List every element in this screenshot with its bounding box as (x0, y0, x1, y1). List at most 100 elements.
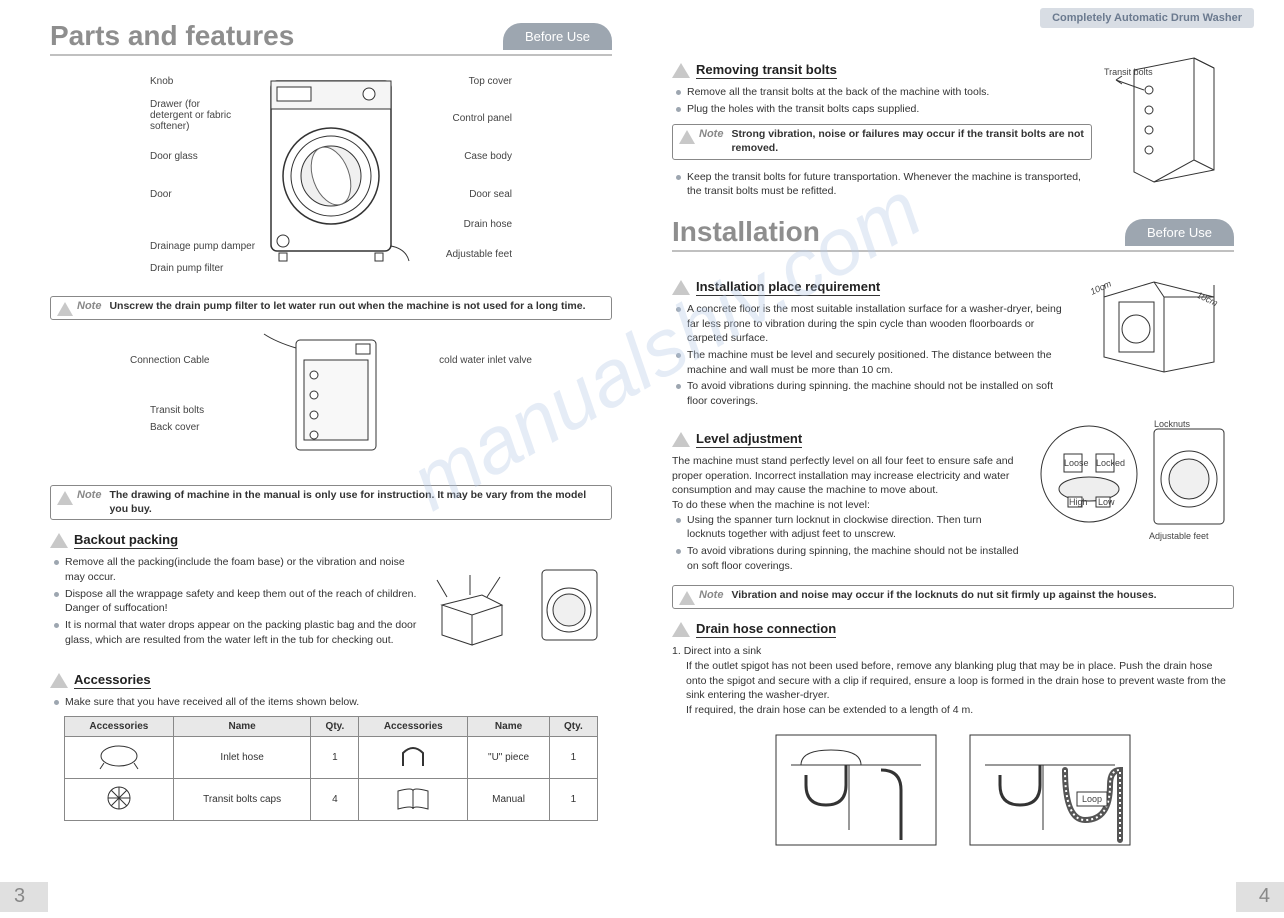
level-item: To avoid vibrations during spinning, the… (687, 544, 1022, 573)
td: Manual (468, 778, 550, 820)
accessories-heading: Accessories (50, 672, 612, 689)
backout-list: Remove all the packing(include the foam … (54, 555, 420, 647)
td: 1 (311, 736, 359, 778)
label-drainage-damper: Drainage pump damper (150, 241, 255, 252)
transit-bolts-label: Transit bolts (1104, 67, 1153, 77)
td: 4 (311, 778, 359, 820)
washer-back-diagram: Connection Cable Transit bolts Back cove… (50, 330, 612, 475)
backout-item: It is normal that water drops appear on … (65, 618, 420, 647)
header-tab: Completely Automatic Drum Washer (1040, 8, 1254, 28)
removing-heading: Removing transit bolts (672, 62, 1092, 79)
note-drawing-vary: Note The drawing of machine in the manua… (50, 485, 612, 520)
backout-item: Remove all the packing(include the foam … (65, 555, 420, 584)
page-number-left: 3 (14, 885, 25, 908)
label-knob: Knob (150, 76, 173, 87)
level-title: Level adjustment (696, 431, 802, 448)
place-item: To avoid vibrations during spinning. the… (687, 379, 1072, 408)
accessories-intro: Make sure that you have received all of … (65, 695, 359, 710)
removing-item: Remove all the transit bolts at the back… (687, 85, 989, 100)
label-back-cover: Back cover (150, 422, 199, 433)
drain-title: Drain hose connection (696, 621, 836, 638)
th: Accessories (65, 716, 174, 736)
removing-item: Keep the transit bolts for future transp… (687, 170, 1092, 199)
label-top-cover: Top cover (469, 76, 512, 87)
td: 1 (549, 778, 597, 820)
before-use-badge: Before Use (1125, 219, 1234, 246)
label-control-panel: Control panel (453, 113, 512, 124)
note-drain-filter: Note Unscrew the drain pump filter to le… (50, 296, 612, 320)
warning-icon (672, 280, 690, 295)
parts-features-title: Parts and features (50, 20, 294, 52)
left-page: Parts and features Before Use Knob Drawe… (0, 0, 642, 918)
warning-icon (679, 591, 695, 605)
place-heading: Installation place requirement (672, 279, 1072, 296)
td: 1 (549, 736, 597, 778)
acc-img-caps (65, 778, 174, 820)
acc-img-u-piece (359, 736, 468, 778)
svg-text:Locked: Locked (1096, 458, 1125, 468)
warning-icon (672, 622, 690, 637)
drain-text: If the outlet spigot has not been used b… (686, 659, 1234, 718)
warning-icon (57, 302, 73, 316)
removing-item: Plug the holes with the transit bolts ca… (687, 102, 919, 117)
backout-item: Dispose all the wrappage safety and keep… (65, 587, 420, 616)
drain-heading: Drain hose connection (672, 621, 1234, 638)
svg-text:High: High (1069, 497, 1088, 507)
manual-spread: Parts and features Before Use Knob Drawe… (0, 0, 1284, 918)
transit-bolts-diagram: Transit bolts (1104, 50, 1234, 201)
label-drain-filter: Drain pump filter (150, 263, 223, 274)
note-locknuts: Note Vibration and noise may occur if th… (672, 585, 1234, 609)
installation-title: Installation (672, 216, 820, 248)
level-item: Using the spanner turn locknut in clockw… (687, 513, 1022, 542)
label-drawer: Drawer (for detergent or fabric softener… (150, 99, 240, 132)
th: Qty. (311, 716, 359, 736)
label-door-glass: Door glass (150, 151, 198, 162)
th: Name (173, 716, 311, 736)
svg-text:Loop: Loop (1082, 794, 1102, 804)
acc-img-manual (359, 778, 468, 820)
warning-icon (672, 432, 690, 447)
note-text: Vibration and noise may occur if the loc… (731, 589, 1156, 603)
drain-num: 1. (672, 645, 681, 657)
acc-img-inlet-hose (65, 736, 174, 778)
place-list: A concrete floor is the most suitable in… (676, 302, 1072, 409)
note-text: The drawing of machine in the manual is … (109, 489, 605, 516)
level-intro: The machine must stand perfectly level o… (672, 454, 1022, 513)
removing-title: Removing transit bolts (696, 62, 837, 79)
label-drain-hose: Drain hose (464, 219, 512, 230)
svg-text:Adjustable feet: Adjustable feet (1149, 531, 1209, 541)
place-item: The machine must be level and securely p… (687, 348, 1072, 377)
label-door: Door (150, 189, 172, 200)
place-item: A concrete floor is the most suitable in… (687, 302, 1072, 346)
label-door-seal: Door seal (469, 189, 512, 200)
drain-diagrams: Loop (672, 730, 1234, 855)
label-case-body: Case body (464, 151, 512, 162)
place-title: Installation place requirement (696, 279, 880, 296)
note-text: Unscrew the drain pump filter to let wat… (109, 300, 585, 314)
label-cold-water: cold water inlet valve (439, 355, 532, 366)
accessories-table: Accessories Name Qty. Accessories Name Q… (64, 716, 598, 821)
drain-sub: Direct into a sink (684, 645, 762, 657)
warning-icon (679, 130, 695, 144)
th: Accessories (359, 716, 468, 736)
svg-text:Locknuts: Locknuts (1154, 419, 1191, 429)
removing-list: Remove all the transit bolts at the back… (676, 85, 1092, 116)
warning-icon (50, 533, 68, 548)
right-page: Completely Automatic Drum Washer Removin… (642, 0, 1284, 918)
th: Qty. (549, 716, 597, 736)
td: Inlet hose (173, 736, 311, 778)
note-label: Note (699, 128, 723, 140)
note-label: Note (77, 489, 101, 501)
accessories-title: Accessories (74, 672, 151, 689)
level-heading: Level adjustment (672, 431, 1022, 448)
label-conn-cable: Connection Cable (130, 355, 210, 366)
svg-text:Low: Low (1098, 497, 1115, 507)
warning-icon (57, 491, 73, 505)
backout-heading: Backout packing (50, 532, 612, 549)
before-use-badge: Before Use (503, 23, 612, 50)
note-label: Note (77, 300, 101, 312)
packing-diagram (432, 555, 612, 660)
svg-text:10cm: 10cm (1089, 278, 1114, 297)
washer-front-diagram: Knob Drawer (for detergent or fabric sof… (50, 71, 612, 286)
note-transit-bolts: Note Strong vibration, noise or failures… (672, 124, 1092, 159)
